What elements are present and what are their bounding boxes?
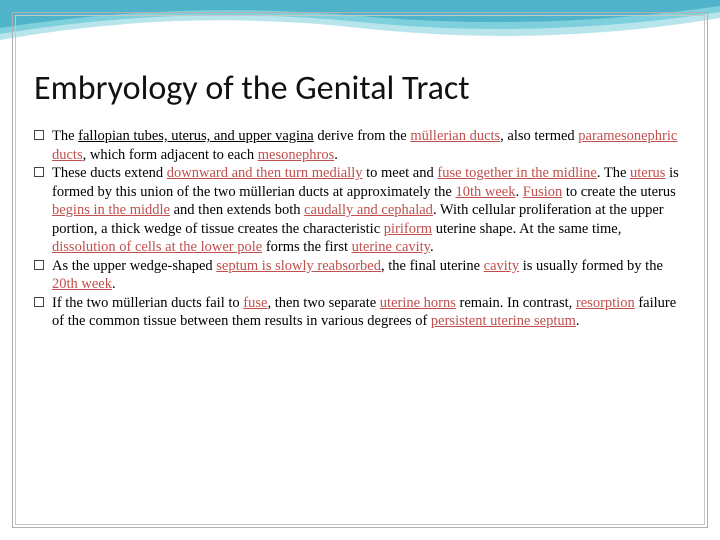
bullet-text-run: . xyxy=(334,147,338,163)
bullet-text-run: to create the uterus xyxy=(562,184,676,200)
bullet-text-run: . xyxy=(516,184,523,200)
bullet-text-run: Fusion xyxy=(523,184,563,200)
bullet-text-run: begins in the middle xyxy=(52,202,170,218)
bullet-text-run: is usually formed by the xyxy=(519,258,663,274)
bullet-text-run: The xyxy=(52,128,78,144)
bullet-item: The fallopian tubes, uterus, and upper v… xyxy=(34,127,686,164)
bullet-text-run: . The xyxy=(597,165,630,181)
bullet-text-run: uterus xyxy=(630,165,665,181)
bullet-text-run: . xyxy=(112,276,116,292)
bullet-text-run: cavity xyxy=(484,258,519,274)
bullet-text-run: . xyxy=(576,313,580,329)
bullet-text-run: remain. In contrast, xyxy=(456,295,576,311)
bullet-text-run: . xyxy=(430,239,434,255)
bullet-text-run: uterine horns xyxy=(380,295,456,311)
bullet-text-run: caudally and cephalad xyxy=(304,202,433,218)
bullet-text-run: mesonephros xyxy=(258,147,335,163)
bullet-list: The fallopian tubes, uterus, and upper v… xyxy=(34,127,686,331)
bullet-text-run: fuse together in the midline xyxy=(437,165,596,181)
bullet-text-run: downward and then turn medially xyxy=(167,165,363,181)
bullet-text-run: fallopian tubes, uterus, and upper vagin… xyxy=(78,128,314,144)
bullet-marker-icon xyxy=(34,130,44,140)
bullet-text-run: , which form adjacent to each xyxy=(83,147,258,163)
bullet-text-run: forms the first xyxy=(262,239,351,255)
bullet-item: These ducts extend downward and then tur… xyxy=(34,164,686,257)
bullet-text-run: dissolution of cells at the lower pole xyxy=(52,239,262,255)
bullet-text-run: 20th week xyxy=(52,276,112,292)
bullet-marker-icon xyxy=(34,297,44,307)
bullet-text-run: persistent uterine septum xyxy=(431,313,576,329)
bullet-text-run: müllerian ducts xyxy=(410,128,500,144)
bullet-item: As the upper wedge-shaped septum is slow… xyxy=(34,257,686,294)
bullet-text-run: uterine shape. At the same time, xyxy=(432,221,621,237)
slide-content: Embryology of the Genital Tract The fall… xyxy=(34,68,686,331)
bullet-text-run: to meet and xyxy=(362,165,437,181)
bullet-item: If the two müllerian ducts fail to fuse,… xyxy=(34,294,686,331)
bullet-text-run: and then extends both xyxy=(170,202,304,218)
bullet-text-run: resorption xyxy=(576,295,635,311)
bullet-text-run: , then two separate xyxy=(267,295,379,311)
bullet-marker-icon xyxy=(34,167,44,177)
bullet-text-run: 10th week xyxy=(456,184,516,200)
bullet-text-run: If the two müllerian ducts fail to xyxy=(52,295,243,311)
bullet-text-run: uterine cavity xyxy=(352,239,430,255)
slide-title: Embryology of the Genital Tract xyxy=(34,68,686,109)
bullet-text-run: septum is slowly reabsorbed xyxy=(216,258,381,274)
wave-decoration xyxy=(0,0,720,60)
bullet-text-run: , the final uterine xyxy=(381,258,484,274)
bullet-text-run: As the upper wedge-shaped xyxy=(52,258,216,274)
bullet-text-run: piriform xyxy=(384,221,432,237)
bullet-text-run: , also termed xyxy=(500,128,578,144)
bullet-text-run: derive from the xyxy=(314,128,411,144)
bullet-marker-icon xyxy=(34,260,44,270)
bullet-text-run: These ducts extend xyxy=(52,165,167,181)
bullet-text-run: fuse xyxy=(243,295,267,311)
